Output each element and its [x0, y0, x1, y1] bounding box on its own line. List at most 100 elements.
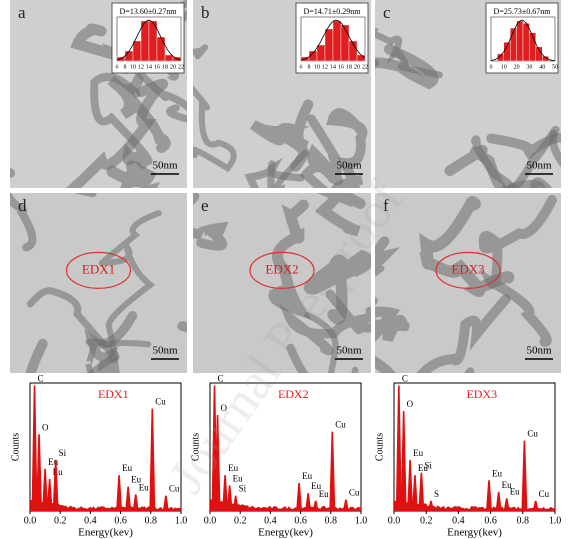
spectrum-peak — [411, 475, 418, 511]
spectrum-peak — [42, 468, 49, 511]
nanotube — [416, 294, 511, 373]
tem-image — [375, 193, 561, 373]
inset-tick-label: 18 — [162, 64, 168, 70]
nanotube — [375, 236, 401, 270]
panel-label: e — [201, 196, 209, 215]
x-tick-label: 0.4 — [84, 515, 97, 526]
inset-tick-label: 16 — [338, 64, 344, 70]
histogram-bar — [164, 54, 174, 62]
spectrum-peak — [503, 498, 510, 511]
spectrum-title: EDX3 — [466, 387, 497, 401]
spectrum-title: EDX1 — [98, 387, 129, 401]
inset-tick-label: 20 — [170, 64, 176, 70]
peak-label: Si — [424, 461, 432, 471]
inset-tick-label: 6 — [116, 64, 119, 70]
edx-region — [435, 251, 501, 289]
tem-image — [193, 193, 371, 373]
inset-tick-label: 8 — [124, 64, 127, 70]
x-tick-label: 0.8 — [145, 515, 158, 526]
inset-tick-label: 14 — [146, 64, 152, 70]
scale-bar-label: 50nm — [152, 345, 178, 357]
histogram-bar — [332, 20, 342, 62]
x-tick-label: 0.8 — [517, 515, 530, 526]
peak-label: C — [38, 374, 44, 384]
spectrum-peak — [305, 493, 312, 511]
spectrum-baseline — [394, 500, 555, 511]
nanotube — [304, 312, 359, 373]
spectrum-title: EDX2 — [278, 387, 309, 401]
histogram-bar — [522, 23, 530, 62]
histogram-bar — [510, 27, 517, 62]
nanotube — [98, 210, 162, 364]
inset-tick-label: 6 — [300, 64, 303, 70]
spectrum-peak — [36, 434, 43, 511]
spectrum-peak — [418, 472, 425, 511]
histogram-bar — [132, 40, 142, 62]
spectrum-peak — [521, 440, 528, 511]
spectrum-peak — [222, 475, 229, 511]
spectrum-peak — [312, 500, 319, 511]
peak-label: Si — [59, 448, 67, 458]
inset-title: D=25.73±0.67nm — [494, 7, 552, 16]
inset-tick-label: 20 — [354, 64, 360, 70]
peak-label: Eu — [311, 481, 321, 491]
peak-label: Cu — [335, 420, 346, 430]
nanotube — [278, 289, 371, 356]
scale-bar-label: 50nm — [336, 160, 362, 172]
x-tick-label: 0.6 — [114, 515, 127, 526]
spectrum-peak — [214, 415, 221, 511]
peak-label: Si — [239, 484, 247, 494]
inset-tick-label: 20 — [514, 64, 520, 70]
peak-label: Eu — [492, 468, 502, 478]
spectrum-peak — [407, 459, 414, 511]
peak-label: C — [402, 374, 408, 384]
spectrum-peak — [495, 491, 502, 511]
fit-curve — [116, 19, 182, 61]
peak-label: Eu — [302, 471, 312, 481]
histogram-bar — [516, 20, 524, 62]
x-tick-label: 0.0 — [204, 515, 217, 526]
x-axis-label: Energy(kev) — [258, 527, 313, 539]
spectrum-peak — [116, 475, 123, 511]
histogram-bar — [356, 54, 366, 62]
panel-label: d — [18, 196, 27, 215]
peak-label: Eu — [502, 480, 512, 490]
tem-image — [193, 0, 371, 188]
nanotube — [10, 193, 97, 252]
inset-tick-label: 10 — [314, 64, 320, 70]
x-tick-label: 0.6 — [294, 515, 307, 526]
peak-label: Eu — [510, 486, 520, 496]
histogram-bar — [156, 36, 166, 62]
spectrum-peak — [226, 485, 233, 511]
nanotube — [106, 160, 161, 188]
nanotube — [503, 125, 560, 188]
nanotube — [419, 196, 515, 297]
peak-label: Eu — [131, 475, 141, 485]
nanotube — [464, 367, 475, 373]
inset-tick-label: 8 — [308, 64, 311, 70]
peak-label: S — [434, 489, 439, 499]
inset-tick-label: 14 — [330, 64, 336, 70]
inset-tick-label: 12 — [322, 64, 328, 70]
x-tick-label: 0.8 — [325, 515, 338, 526]
histogram-bar — [503, 41, 511, 62]
peak-label: O — [42, 422, 49, 432]
x-axis-label: Energy(kev) — [78, 527, 133, 539]
peak-label: Eu — [413, 448, 423, 458]
nanotube — [90, 72, 153, 169]
spectrum-peak — [31, 385, 38, 511]
spectrum-peak — [125, 486, 132, 511]
peak-label: O — [407, 399, 414, 409]
nanotube — [375, 43, 439, 90]
peak-label: Eu — [53, 467, 63, 477]
spectrum-peak — [149, 408, 156, 511]
spectrum-peak — [52, 459, 59, 511]
nanotube — [478, 195, 557, 347]
peak-label: Cu — [155, 397, 166, 407]
peak-label: Eu — [228, 463, 238, 473]
peak-label: Cu — [349, 488, 360, 498]
histogram-bar — [348, 40, 358, 62]
nanotube — [268, 199, 312, 320]
panel-label: c — [383, 3, 391, 22]
edx-region-label: EDX1 — [82, 261, 115, 276]
